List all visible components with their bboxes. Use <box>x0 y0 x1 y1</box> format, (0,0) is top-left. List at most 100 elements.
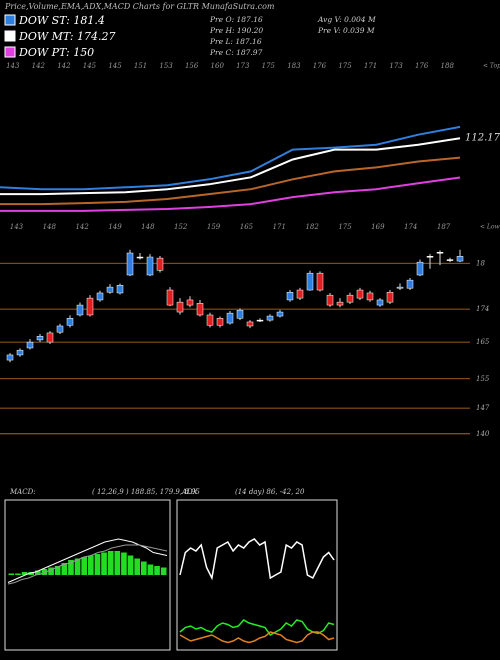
top-label: 187 <box>437 223 451 231</box>
candle-body <box>116 285 124 294</box>
top-label: 165 <box>240 223 254 231</box>
candle-body <box>446 259 454 261</box>
candle-body <box>186 299 194 306</box>
top-label: 171 <box>273 223 286 231</box>
top-label: 143 <box>10 223 24 231</box>
top-label: 183 <box>287 62 301 70</box>
candle-body <box>136 256 144 259</box>
candle-body <box>106 286 114 293</box>
macd-bar <box>48 567 54 575</box>
top-label: 152 <box>174 223 188 231</box>
panel-subtitle: ( 12,26,9 ) 188.85, 179.9, 8.95 <box>92 488 200 496</box>
macd-bar <box>88 555 94 575</box>
top-label: 160 <box>211 62 225 70</box>
legend-swatch <box>4 46 16 58</box>
macd-bar <box>134 558 140 575</box>
macd-bar <box>147 564 154 575</box>
top-label: 151 <box>134 62 147 70</box>
top-label: 169 <box>371 223 385 231</box>
top-label: 156 <box>185 62 199 70</box>
panel-title: MACD: <box>9 488 36 496</box>
candle-body <box>336 301 344 306</box>
top-label: 188 <box>441 62 455 70</box>
legend-swatch <box>4 30 16 42</box>
candle-body <box>346 294 354 303</box>
macd-bar <box>127 555 134 575</box>
candle-body <box>56 325 64 333</box>
macd-bar <box>68 560 74 575</box>
macd-bar <box>21 572 28 575</box>
macd-bar <box>81 557 87 575</box>
candle-body <box>276 311 284 317</box>
panel-title: ADX <box>181 488 199 496</box>
top-label: 175 <box>338 62 352 70</box>
candle-body <box>66 318 74 326</box>
series-line <box>0 137 461 196</box>
legend-entry: DOW PT: 150 <box>18 46 94 59</box>
top-label: 142 <box>57 62 71 70</box>
macd-bar <box>107 551 114 575</box>
legend-swatch <box>4 14 16 26</box>
y-tick-label: 155 <box>476 375 490 383</box>
info-text: Avg V: 0.004 M <box>317 15 376 24</box>
candle-body <box>246 321 254 327</box>
y-tick-label: 18 <box>476 259 485 267</box>
macd-bar <box>41 569 48 575</box>
series-line <box>179 631 335 644</box>
candle-body <box>256 319 264 322</box>
series-line <box>7 544 168 585</box>
macd-bar <box>154 566 160 575</box>
annotation: 112.17 <box>465 133 500 144</box>
macd-bar <box>74 558 81 575</box>
macd-bar <box>8 573 15 575</box>
candle-body <box>76 304 84 316</box>
macd-bar <box>35 570 41 575</box>
info-text: Pre L: 187.16 <box>209 37 262 46</box>
top-label: 182 <box>305 223 319 231</box>
top-label: 143 <box>6 62 20 70</box>
candle-body <box>6 354 14 361</box>
top-label: 173 <box>236 62 250 70</box>
candle-body <box>416 261 424 276</box>
series-line <box>0 156 461 206</box>
top-label: 153 <box>159 62 173 70</box>
macd-bar <box>54 566 61 575</box>
candle-body <box>16 349 24 356</box>
candle-body <box>36 335 44 341</box>
candle-body <box>86 297 94 316</box>
macd-bar <box>121 552 127 575</box>
macd-bar <box>94 554 101 575</box>
macd-bar <box>114 551 121 575</box>
candle-body <box>226 312 234 324</box>
candle-body <box>426 256 434 258</box>
candle-body <box>156 257 164 271</box>
panel-subtitle: (14 day) 86, -42, 20 <box>235 488 305 496</box>
candle-body <box>396 286 404 289</box>
candle-body <box>126 252 134 276</box>
top-label: 174 <box>404 223 417 231</box>
info-text: Pre C: 187.97 <box>209 48 263 57</box>
candle-body <box>386 291 394 303</box>
series-line <box>179 538 335 581</box>
annotation: < Lower <box>480 224 500 231</box>
candle-body <box>216 318 224 326</box>
y-tick-label: 174 <box>476 305 489 313</box>
y-tick-label: 140 <box>476 430 490 438</box>
info-text: Pre V: 0.039 M <box>317 26 375 35</box>
candle-body <box>176 301 184 313</box>
top-label: 142 <box>75 223 89 231</box>
candle-body <box>406 279 414 289</box>
candle-body <box>146 256 154 276</box>
candle-body <box>26 341 34 349</box>
top-label: 175 <box>262 62 276 70</box>
candle-body <box>196 302 204 316</box>
macd-bar <box>101 552 107 575</box>
info-text: Pre O: 187.16 <box>209 15 263 24</box>
top-label: 176 <box>415 62 429 70</box>
candle-body <box>206 314 214 326</box>
candle-body <box>356 289 364 299</box>
candle-body <box>456 256 464 262</box>
candle-body <box>296 289 304 299</box>
series-line <box>0 176 461 212</box>
